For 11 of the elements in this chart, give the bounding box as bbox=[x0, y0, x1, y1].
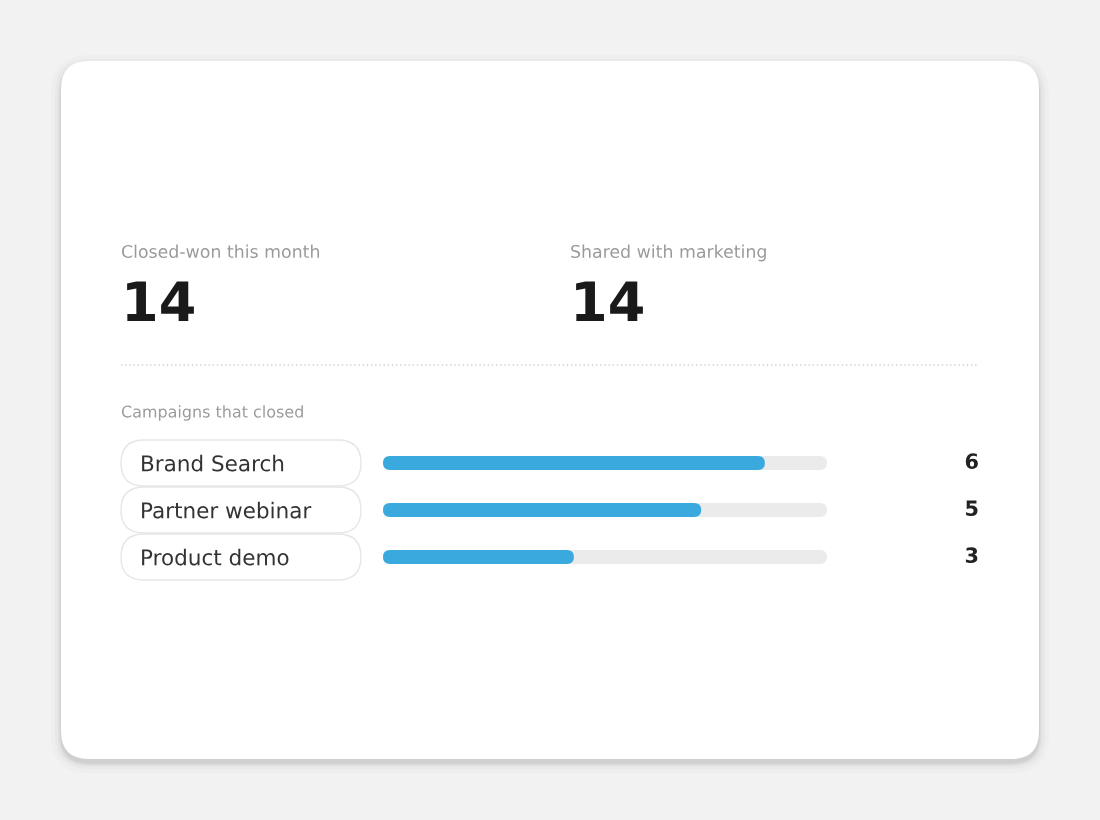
data-label: 14 bbox=[127, 281, 194, 321]
y-tick-label: Partner webinar bbox=[142, 501, 312, 519]
y-tick-label: Brand Search bbox=[142, 454, 284, 472]
data-label: 3 bbox=[965, 547, 978, 564]
text: Campaigns that closed bbox=[121, 405, 303, 421]
category-label: Shared with marketing bbox=[571, 244, 766, 262]
y-tick-label: Product demo bbox=[142, 548, 289, 566]
data-label: 6 bbox=[965, 453, 978, 470]
data-label: 5 bbox=[966, 500, 978, 517]
category-label: Closed-won this month bbox=[121, 244, 319, 259]
data-label: 14 bbox=[576, 281, 643, 321]
